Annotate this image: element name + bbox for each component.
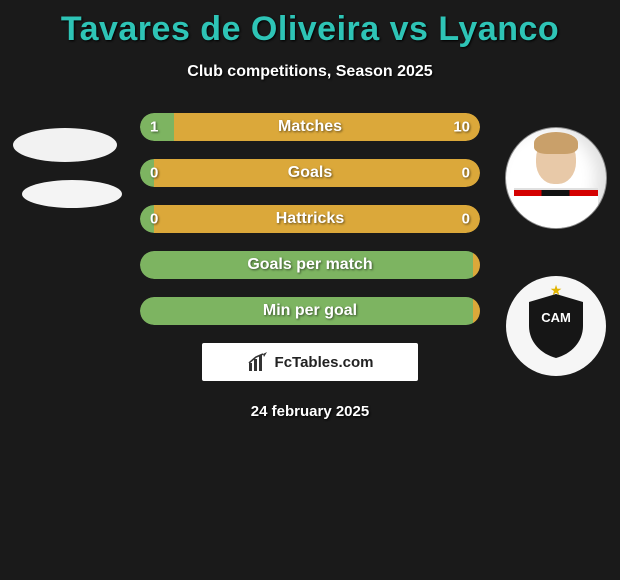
stat-bar-left-fill (140, 113, 174, 141)
stat-bar-left-fill (140, 297, 473, 325)
stat-bar-right-fill (174, 113, 480, 141)
stat-bar: Hattricks00 (140, 205, 480, 233)
stat-bar-right-fill (154, 205, 480, 233)
stat-bar-left-fill (140, 205, 154, 233)
stat-bar-right-fill (473, 251, 480, 279)
stat-bar-right-fill (473, 297, 480, 325)
stat-bar: Goals per match (140, 251, 480, 279)
chart-icon (247, 351, 269, 373)
stat-bars: Matches110 Goals00 Hattricks00 Goals per ma… (0, 113, 620, 325)
stat-bar: Min per goal (140, 297, 480, 325)
stat-bar: Goals00 (140, 159, 480, 187)
stat-bar-right-fill (154, 159, 480, 187)
branding-text: FcTables.com (275, 354, 374, 371)
stat-bar-left-fill (140, 251, 473, 279)
subtitle: Club competitions, Season 2025 (0, 63, 620, 81)
stat-bar: Matches110 (140, 113, 480, 141)
branding-box: FcTables.com (202, 343, 418, 381)
stat-bar-left-fill (140, 159, 154, 187)
page-title: Tavares de Oliveira vs Lyanco (0, 10, 620, 49)
date-label: 24 february 2025 (0, 403, 620, 420)
